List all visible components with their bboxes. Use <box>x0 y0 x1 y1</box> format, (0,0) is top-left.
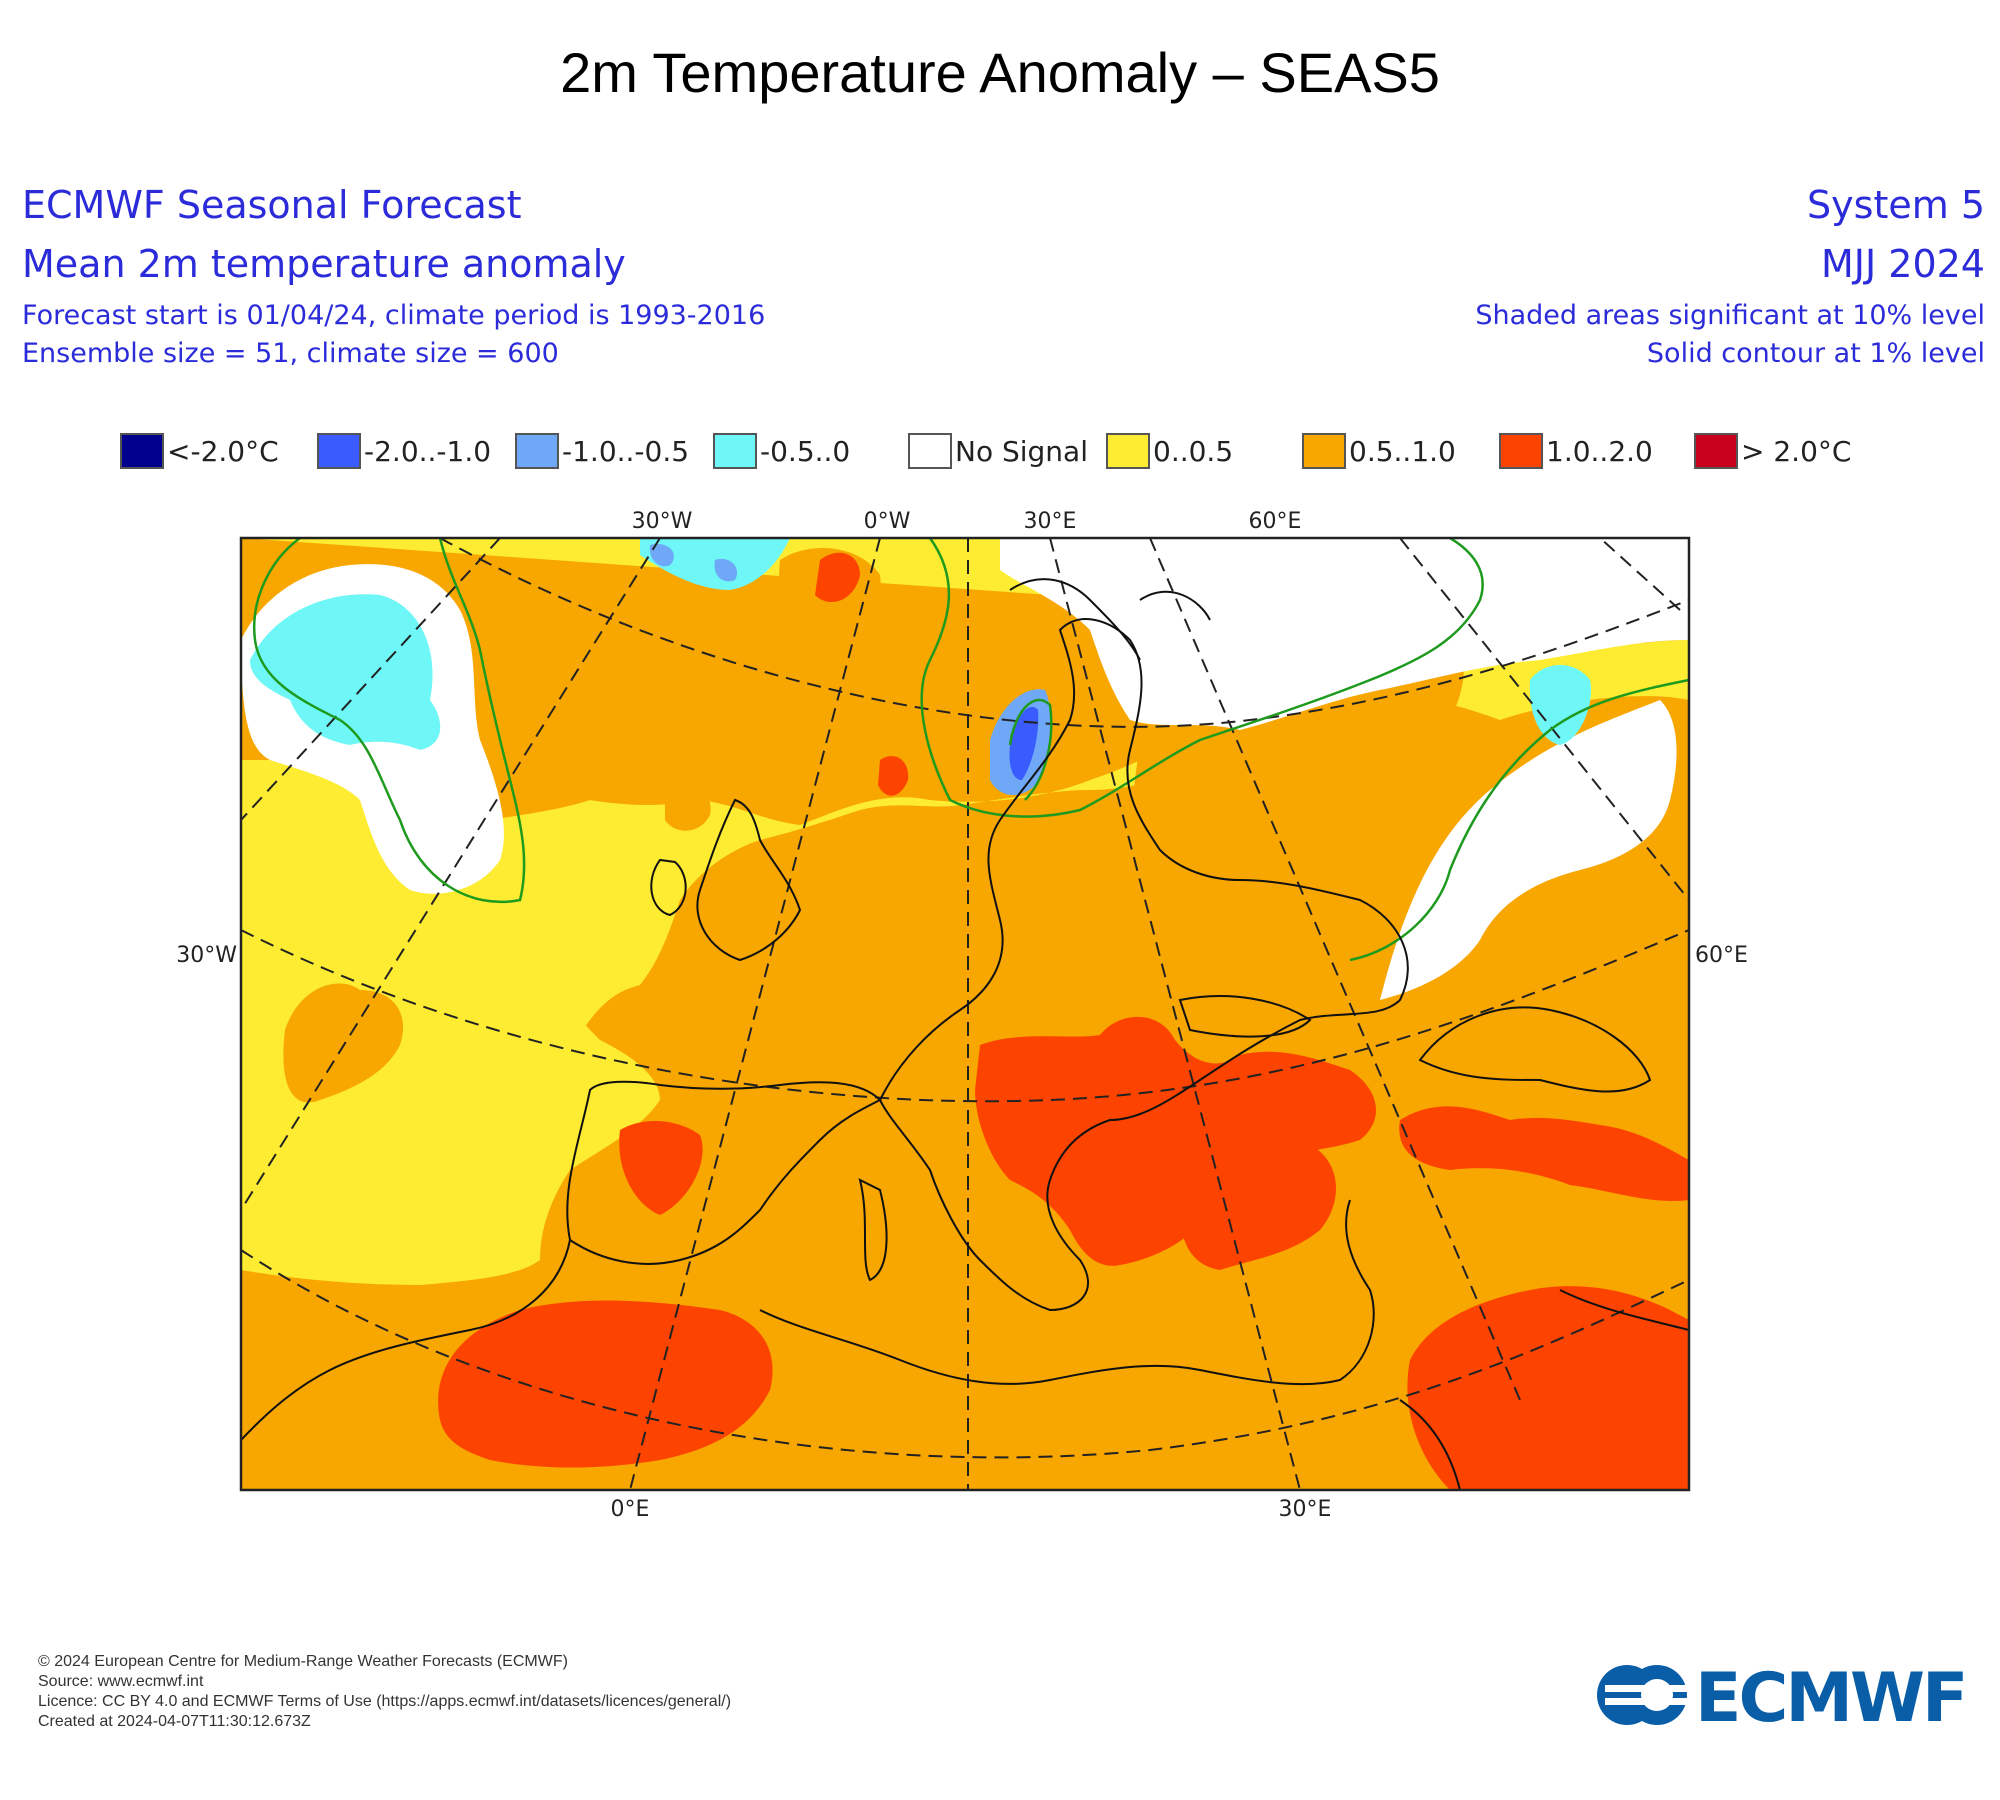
legend-item: 0.5..1.0 <box>1302 430 1456 472</box>
anomaly-region-0p5-1p0 <box>570 684 625 734</box>
anomaly-region-0p5-1p0 <box>508 565 621 645</box>
anomaly-region-1p0-2p0 <box>438 1300 773 1468</box>
header-period: MJJ 2024 <box>1821 242 1985 286</box>
header-variable: Mean 2m temperature anomaly <box>22 242 626 286</box>
ecmwf-logo: ECMWF <box>1597 1659 1968 1735</box>
legend-item: -2.0..-1.0 <box>317 430 491 472</box>
anomaly-region-no-signal <box>1000 538 1689 730</box>
footer-created: Created at 2024-04-07T11:30:12.673Z <box>38 1713 311 1730</box>
anomaly-region-no-signal <box>1380 700 1677 1000</box>
anomaly-region-0-0p5 <box>241 760 660 1285</box>
anomaly-region-1p0-2p0 <box>815 552 860 603</box>
axis-label-left: 30°W <box>176 943 237 968</box>
anomaly-region-1p0-2p0 <box>1399 1106 1689 1202</box>
anomaly-region-neg1p0-neg0p5 <box>714 558 738 582</box>
map-frame <box>239 536 1691 1492</box>
header-system: System 5 <box>1807 183 1985 227</box>
anomaly-region-0p5-1p0 <box>665 789 711 831</box>
page-title: 2m Temperature Anomaly – SEAS5 <box>560 41 1440 104</box>
header-product-title: ECMWF Seasonal Forecast <box>22 183 522 227</box>
header-ensemble-size: Ensemble size = 51, climate size = 600 <box>22 338 559 369</box>
anomaly-region-1p0-2p0 <box>1407 1286 1689 1490</box>
header-shading-note: Shaded areas significant at 10% level <box>1475 300 1985 331</box>
axis-label-top: 30°W <box>632 509 693 534</box>
legend-label: 0..0.5 <box>1153 434 1234 468</box>
legend-label: 1.0..2.0 <box>1546 434 1653 468</box>
legend-label: -2.0..-1.0 <box>364 434 492 468</box>
anomaly-region-0p5-1p0 <box>1130 630 1464 920</box>
legend-item: No Signal <box>908 430 1088 472</box>
anomaly-region-1p0-2p0 <box>619 1120 703 1215</box>
graticule <box>241 538 1689 1490</box>
anomaly-region-1p0-2p0 <box>1180 1134 1337 1270</box>
legend-label: No Signal <box>955 434 1088 468</box>
axis-label-top: 0°W <box>864 509 911 534</box>
map-field <box>241 538 1689 1490</box>
legend-swatch <box>120 433 164 469</box>
anomaly-region-1p0-2p0 <box>878 756 909 796</box>
legend-swatch <box>515 433 559 469</box>
legend-item: > 2.0°C <box>1694 430 1851 472</box>
header-forecast-start: Forecast start is 01/04/24, climate peri… <box>22 300 766 331</box>
legend-item: -0.5..0 <box>713 430 850 472</box>
legend-label: -0.5..0 <box>760 434 851 468</box>
footer-source: Source: www.ecmwf.int <box>38 1673 204 1690</box>
legend-swatch <box>1106 433 1150 469</box>
legend-item: 1.0..2.0 <box>1499 430 1653 472</box>
footer-licence: Licence: CC BY 4.0 and ECMWF Terms of Us… <box>38 1693 732 1710</box>
anomaly-region-neg1p0-neg0p5 <box>649 544 674 567</box>
legend-swatch <box>317 433 361 469</box>
significance-contour <box>253 538 1689 962</box>
legend-label: -1.0..-0.5 <box>562 434 690 468</box>
anomaly-region-neg0p5-0 <box>1529 665 1591 745</box>
legend-swatch <box>713 433 757 469</box>
legend-swatch <box>908 433 952 469</box>
anomaly-region-0p5-1p0 <box>283 983 404 1103</box>
legend-label: <-2.0°C <box>167 434 279 468</box>
axis-label-top: 60°E <box>1249 509 1302 534</box>
legend-item: <-2.0°C <box>120 430 279 472</box>
axis-label-bottom: 30°E <box>1279 1497 1332 1522</box>
anomaly-region-neg2p0-neg1p0 <box>1009 706 1039 780</box>
legend-label: > 2.0°C <box>1741 434 1852 468</box>
legend-swatch <box>1694 433 1738 469</box>
legend-item: 0..0.5 <box>1106 430 1233 472</box>
axis-label-right: 60°E <box>1695 943 1748 968</box>
anomaly-region-neg0p5-0 <box>250 594 441 750</box>
ecmwf-logo-mark <box>1597 1665 1695 1725</box>
legend-swatch <box>1302 433 1346 469</box>
axis-label-top: 30°E <box>1024 509 1077 534</box>
axis-label-bottom: 0°E <box>611 1497 650 1522</box>
ecmwf-logo-text: ECMWF <box>1695 1659 1965 1735</box>
legend-item: -1.0..-0.5 <box>515 430 689 472</box>
legend-label: 0.5..1.0 <box>1349 434 1456 468</box>
footer-copyright: © 2024 European Centre for Medium-Range … <box>38 1653 568 1670</box>
header-contour-note: Solid contour at 1% level <box>1646 338 1985 369</box>
coastline <box>241 578 1689 1490</box>
legend-swatch <box>1499 433 1543 469</box>
anomaly-region-1p0-2p0 <box>975 1016 1377 1266</box>
footer: © 2024 European Centre for Medium-Range … <box>38 1652 731 1732</box>
